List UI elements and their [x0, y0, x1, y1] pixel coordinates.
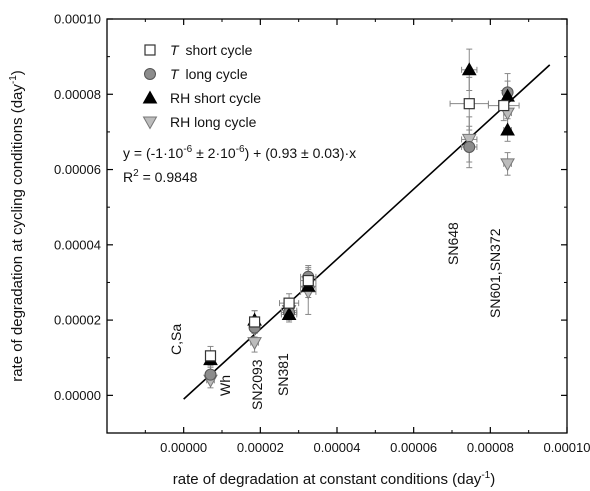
data-point-circle — [463, 140, 476, 153]
y-tick-label: 0.00004 — [54, 237, 101, 252]
data-markers — [203, 62, 515, 388]
annotation-sn381: SN381 — [275, 353, 291, 396]
data-point-circle — [204, 368, 217, 381]
y-tick-label: 0.00010 — [54, 12, 101, 27]
legend-marker-circle — [144, 68, 156, 80]
legend-label-rh-short-cycle: RH short cycle — [170, 90, 261, 106]
x-axis-title: rate of degradation at constant conditio… — [173, 470, 495, 488]
x-tick-label: 0.00008 — [467, 440, 514, 455]
y-tick-label: 0.00008 — [54, 87, 101, 102]
r-squared: R2 = 0.9848 — [123, 168, 198, 185]
data-point-triangle-down — [461, 133, 477, 147]
annotation-sn2093: SN2093 — [249, 359, 265, 410]
legend-marker-triangle-down — [142, 116, 158, 130]
data-point-square — [463, 98, 475, 110]
legend-marker-triangle-up — [142, 90, 158, 104]
legend-label-t-long-cycle: T long cycle — [170, 66, 248, 82]
data-point-triangle-down — [247, 337, 262, 351]
y-tick-label: 0.00006 — [54, 162, 101, 177]
axis-ticks: 0.00000 0.00002 0.00004 0.00006 0.00008 0.000… — [54, 12, 590, 456]
data-point-triangle-up — [281, 306, 297, 320]
y-tick-label: 0.00000 — [54, 388, 101, 403]
y-axis-title: rate of degradation at cycling condition… — [8, 70, 26, 382]
data-point-square — [283, 297, 295, 309]
x-tick-label: 0.00004 — [314, 440, 361, 455]
annotation-c-sa: C,Sa — [168, 324, 184, 355]
data-point-square — [498, 99, 510, 112]
fit-line — [183, 64, 551, 400]
data-point-triangle-up — [500, 122, 515, 136]
annotation-wh: Wh — [217, 375, 233, 396]
x-tick-label: 0.00000 — [160, 440, 207, 455]
data-point-square — [248, 316, 261, 328]
data-point-square — [204, 350, 217, 362]
annotation-sn648: SN648 — [445, 222, 461, 265]
legend-marker-square — [144, 44, 156, 56]
fit-equation: y = (-1·10-6 ± 2·10-6) + (0.93 ± 0.03)·x — [123, 144, 356, 161]
legend: T short cycle T long cycle RH short cycl… — [142, 42, 261, 130]
data-point-triangle-down — [500, 158, 515, 172]
legend-label-rh-long-cycle: RH long cycle — [170, 114, 257, 130]
x-tick-label: 0.00010 — [544, 440, 590, 455]
legend-label-t-short-cycle: T short cycle — [170, 42, 253, 58]
x-tick-label: 0.00006 — [390, 440, 437, 455]
legend-markers — [142, 44, 158, 130]
x-tick-label: 0.00002 — [237, 440, 284, 455]
data-point-square — [302, 274, 314, 287]
fit-line-layer — [183, 64, 551, 400]
annotation-sn601-sn372: SN601,SN372 — [487, 228, 503, 318]
data-point-triangle-up — [461, 62, 477, 76]
y-tick-label: 0.00002 — [54, 313, 101, 328]
